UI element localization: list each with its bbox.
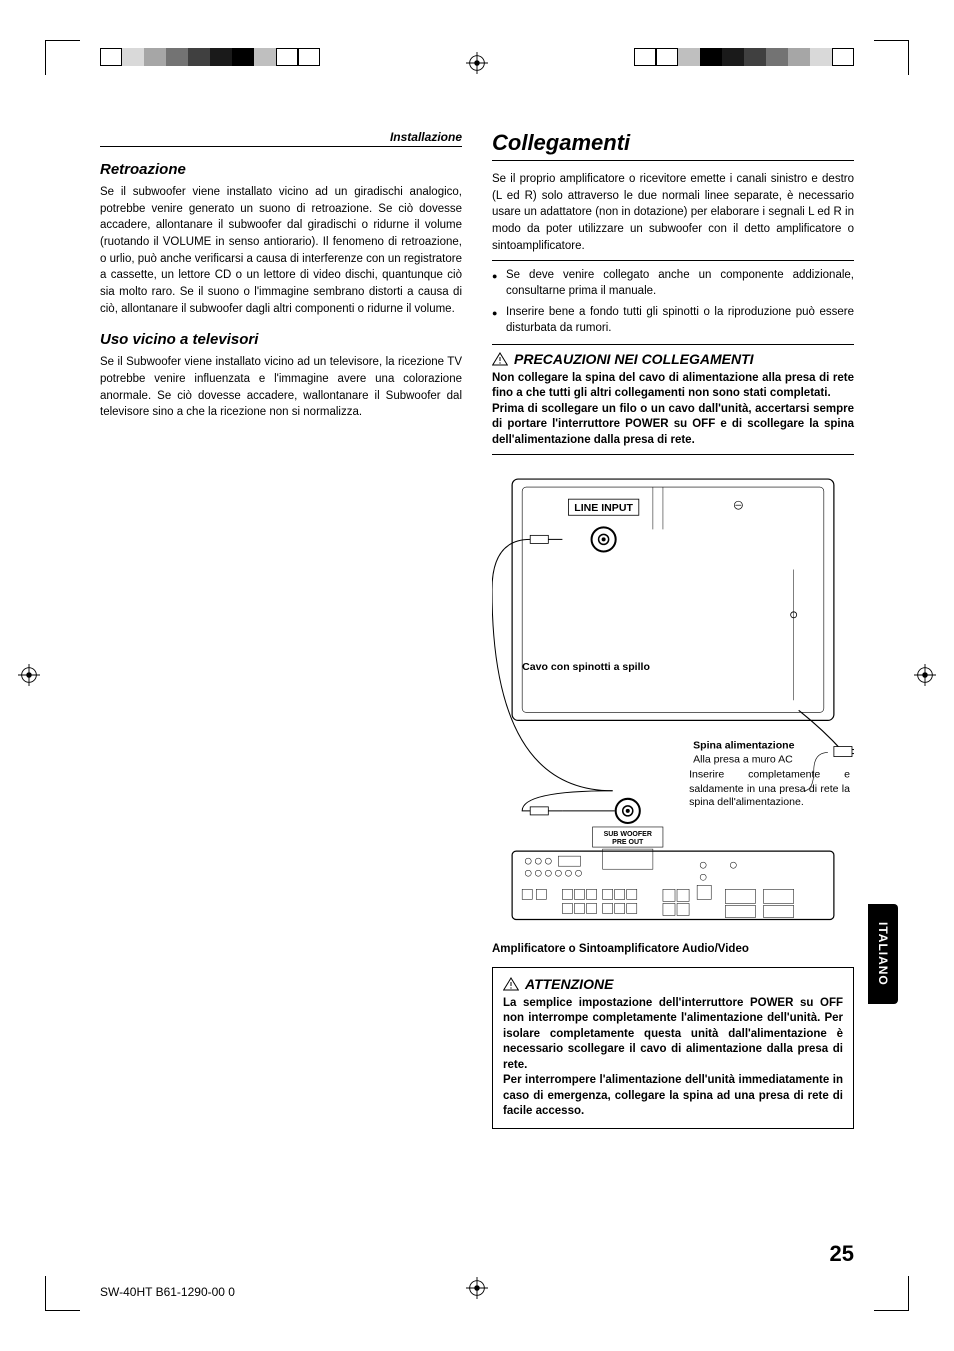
crop-mark [874,40,909,75]
body-retroazione: Se il subwoofer viene installato vicino … [100,184,462,317]
page-content: Installazione Retroazione Se il subwoofe… [100,130,854,1261]
caution-body: La semplice impostazione dell'interrutto… [503,996,843,1120]
main-heading: Collegamenti [492,130,854,161]
crop-mark [874,1276,909,1311]
section-label: Installazione [100,130,462,147]
subheading-televisori: Uso vicino a televisori [100,331,462,348]
pin-cord-label: Cavo con spinotti a spillo [522,661,650,673]
warning-box: PRECAUZIONI NEI COLLEGAMENTI Non collega… [492,344,854,456]
connection-diagram: LINE INPUT Cavo con spinotti a spillo [492,469,854,955]
warning-icon [503,977,519,991]
power-plug-sub: Alla presa a muro AC [693,754,793,766]
caution-title: ATTENZIONE [503,976,843,992]
intro-text: Se il proprio amplificatore o ricevitore… [492,171,854,254]
body-televisori: Se il Subwoofer viene installato vicino … [100,354,462,421]
diagram-caption: Amplificatore o Sintoamplificatore Audio… [492,943,854,955]
crop-mark [45,1276,80,1311]
page-number: 25 [830,1241,854,1267]
registration-mark-icon [18,664,40,686]
subheading-retroazione: Retroazione [100,161,462,178]
registration-mark-icon [466,52,488,74]
caution-title-text: ATTENZIONE [525,976,613,992]
bullet-list: Se deve venire collegato anche un compon… [492,260,854,335]
color-bar-left [100,48,320,66]
left-column: Installazione Retroazione Se il subwoofe… [100,130,462,1261]
warning-body: Non collegare la spina del cavo di alime… [492,371,854,449]
power-plug-icon [799,711,854,757]
footer-id: SW-40HT B61-1290-00 0 [100,1285,235,1299]
registration-mark-icon [914,664,936,686]
caution-box: ATTENZIONE La semplice impostazione dell… [492,967,854,1129]
power-note: Inserire completamente e saldamente in u… [689,769,850,810]
preout-label-2: PRE OUT [612,839,644,846]
list-item: Se deve venire collegato anche un compon… [492,267,854,299]
right-column: Collegamenti Se il proprio amplificatore… [492,130,854,1261]
warning-title-text: PRECAUZIONI NEI COLLEGAMENTI [514,351,754,367]
preout-label-1: SUB WOOFER [604,831,652,838]
registration-mark-icon [466,1277,488,1299]
warning-icon [492,352,508,366]
line-input-label: LINE INPUT [574,503,633,515]
list-item: Inserire bene a fondo tutti gli spinotti… [492,304,854,336]
warning-title: PRECAUZIONI NEI COLLEGAMENTI [492,351,854,367]
color-bar-right [634,48,854,66]
diagram-svg: LINE INPUT Cavo con spinotti a spillo [492,469,854,932]
crop-mark [45,40,80,75]
language-tab: ITALIANO [868,904,898,1004]
power-plug-label: Spina alimentazione [693,740,795,752]
